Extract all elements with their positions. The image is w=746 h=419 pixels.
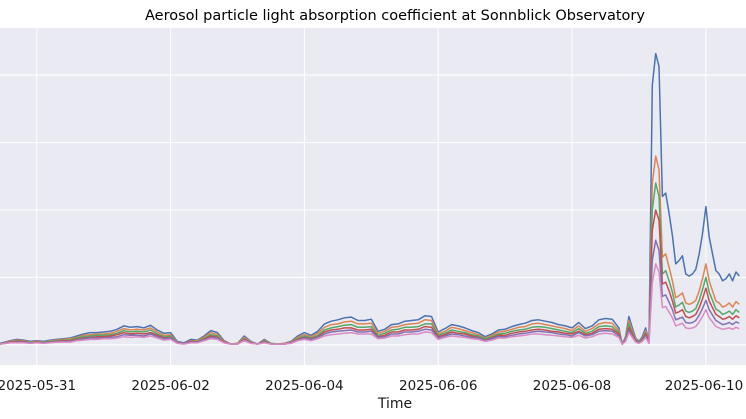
gridlines bbox=[0, 28, 746, 365]
plot-area bbox=[0, 28, 746, 365]
x-tick-label: 2025-06-10 bbox=[665, 378, 743, 394]
series-line-1 bbox=[0, 52, 740, 345]
x-tick-label: 2025-05-31 bbox=[0, 378, 76, 394]
x-tick-label: 2025-06-08 bbox=[533, 378, 611, 394]
x-tick-label: 2025-06-02 bbox=[131, 378, 209, 394]
series-line-6 bbox=[0, 263, 740, 345]
series-line-2 bbox=[0, 155, 740, 345]
series-line-3 bbox=[0, 182, 740, 345]
x-tick-labels: 2025-05-31 2025-06-02 2025-06-04 2025-06-06… bbox=[0, 378, 743, 394]
chart-title: Aerosol particle light absorption coeffi… bbox=[145, 8, 645, 24]
x-axis-label: Time bbox=[377, 396, 412, 412]
data-lines bbox=[0, 52, 740, 345]
series-line-5 bbox=[0, 239, 740, 345]
x-tick-label: 2025-06-04 bbox=[265, 378, 343, 394]
series-line-4 bbox=[0, 209, 740, 345]
x-tick-label: 2025-06-06 bbox=[399, 378, 477, 394]
